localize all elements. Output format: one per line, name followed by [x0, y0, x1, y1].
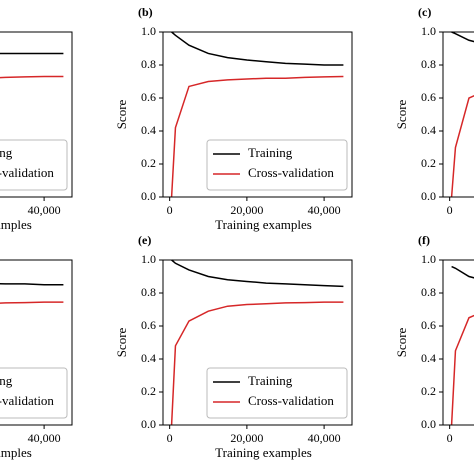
panel-title: (f) — [418, 233, 430, 247]
plot-frame — [0, 259, 73, 426]
y-tick-label: 0.0 — [421, 189, 436, 203]
legend-label: Cross-validation — [0, 393, 54, 408]
panel: 0.00.20.40.60.81.0020,00040,000Training … — [0, 31, 73, 232]
x-tick-label: 20,000 — [230, 203, 263, 217]
y-tick-label: 0.8 — [141, 285, 156, 299]
legend-label: Training — [248, 373, 293, 388]
x-tick-label: 0 — [447, 203, 453, 217]
panel-title: (b) — [138, 5, 153, 19]
y-tick-label: 0.8 — [421, 285, 436, 299]
x-tick-label: 40,000 — [28, 431, 61, 445]
y-tick-label: 0.2 — [141, 156, 156, 170]
y-tick-label: 0.6 — [421, 318, 436, 332]
series-line — [171, 259, 344, 288]
series-line — [0, 52, 64, 55]
series-line — [0, 282, 64, 286]
y-tick-label: 0.6 — [141, 318, 156, 332]
series-line — [451, 31, 474, 43]
y-tick-label: 0.0 — [421, 417, 436, 431]
legend-box — [206, 367, 348, 419]
y-tick-label: 0.8 — [421, 57, 436, 71]
legend-label: Cross-validation — [0, 165, 54, 180]
y-tick-label: 1.0 — [421, 252, 436, 266]
y-tick-label: 1.0 — [141, 252, 156, 266]
panel: 0.00.20.40.60.81.0020,00040,000Training … — [394, 233, 474, 445]
x-tick-label: 40,000 — [308, 431, 341, 445]
y-axis-label: Score — [394, 99, 409, 129]
y-tick-label: 0.4 — [421, 123, 436, 137]
panel: 0.00.20.40.60.81.0020,00040,000Training … — [0, 259, 73, 460]
plot-frame — [442, 259, 474, 426]
legend-box — [206, 139, 348, 191]
y-axis-label: Score — [394, 327, 409, 357]
panel-title: (e) — [138, 233, 151, 247]
y-tick-label: 1.0 — [421, 24, 436, 38]
series-line — [0, 75, 64, 79]
y-tick-label: 0.4 — [141, 351, 156, 365]
panel: 0.0 0.2 0.4 0.6 0.8 1.0 0 20,000 40,000Training … — [114, 5, 353, 232]
legend-label: Cross-validation — [248, 393, 334, 408]
series-line — [451, 265, 474, 279]
legend-box — [0, 139, 68, 191]
series-line — [170, 75, 344, 198]
y-tick-label: 0.2 — [421, 156, 436, 170]
y-tick-label: 0.2 — [421, 384, 436, 398]
series-line — [450, 314, 474, 426]
series-line — [450, 95, 474, 198]
x-tick-label: 0 — [167, 203, 173, 217]
y-axis-label: Score — [114, 99, 129, 129]
plot-frame — [162, 259, 353, 426]
series-line — [170, 301, 344, 426]
legend-label: Cross-validation — [248, 165, 334, 180]
plot-frame — [0, 31, 73, 198]
legend-label: Training — [0, 145, 13, 160]
x-axis-label: Training examples — [215, 445, 312, 460]
x-axis-label: Training examples — [215, 217, 312, 232]
panel-title: (c) — [418, 5, 431, 19]
y-tick-label: 1.0 — [141, 24, 156, 38]
y-axis-label: Score — [114, 327, 129, 357]
x-axis-label: Training examples — [0, 217, 32, 232]
y-tick-label: 0.8 — [141, 57, 156, 71]
series-line — [171, 31, 344, 66]
plot-frame — [162, 31, 353, 198]
x-tick-label: 40,000 — [28, 203, 61, 217]
y-tick-label: 0.0 — [141, 189, 156, 203]
x-axis-label: Training examples — [0, 445, 32, 460]
y-tick-label: 0.4 — [141, 123, 156, 137]
panel: 0.0 0.2 0.4 0.6 0.8 1.0 0 20,000 40,000Training … — [114, 233, 353, 460]
legend-label: Training — [248, 145, 293, 160]
y-tick-label: 0.0 — [141, 417, 156, 431]
panel: 0.00.20.40.60.81.0020,00040,000Training … — [394, 5, 474, 217]
x-tick-label: 20,000 — [230, 431, 263, 445]
y-tick-label: 0.6 — [141, 90, 156, 104]
y-tick-label: 0.6 — [421, 90, 436, 104]
y-tick-label: 0.4 — [421, 351, 436, 365]
x-tick-label: 40,000 — [308, 203, 341, 217]
y-tick-label: 0.2 — [141, 384, 156, 398]
x-tick-label: 0 — [447, 431, 453, 445]
x-tick-label: 0 — [167, 431, 173, 445]
series-line — [0, 301, 64, 304]
plot-frame — [442, 31, 474, 198]
legend-label: Training — [0, 373, 13, 388]
legend-box — [0, 367, 68, 419]
